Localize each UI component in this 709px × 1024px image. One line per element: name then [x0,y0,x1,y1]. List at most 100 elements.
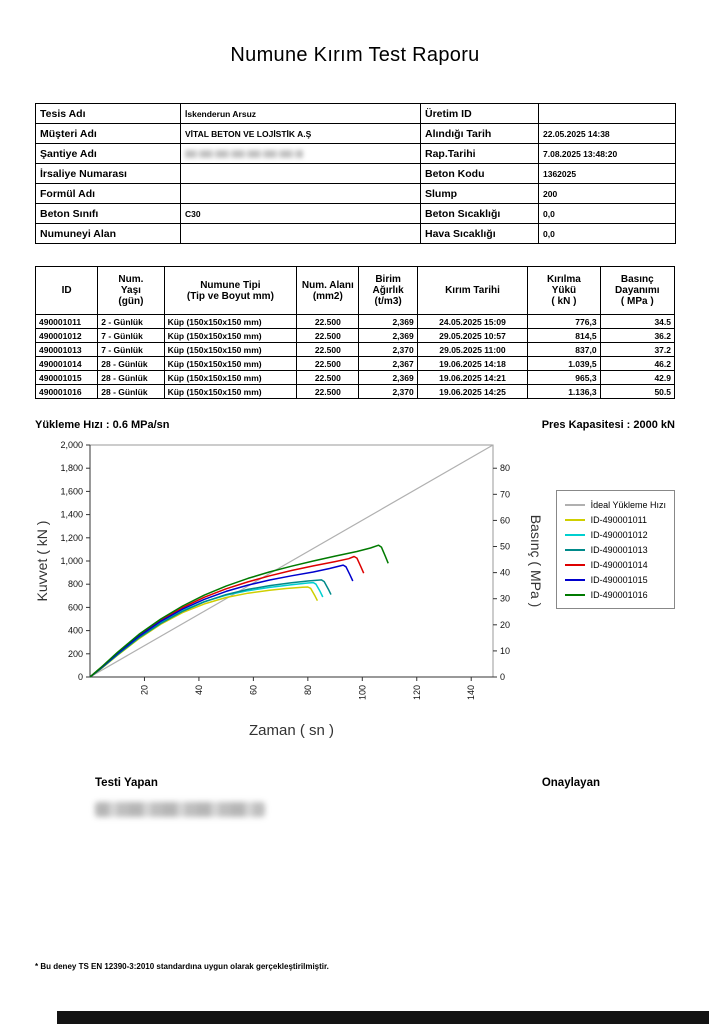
table-cell: 42.9 [599,370,676,385]
table-cell: Küp (150x150x150 mm) [163,342,298,357]
chart-legend: İdeal Yükleme Hızı ID-490001011 ID-4900010… [555,490,675,609]
press-capacity-value: 2000 kN [633,419,675,431]
info-row: Tesis Adı İskenderun Arsuz Üretim ID [35,103,676,124]
y2-tick-label: 0 [500,672,505,682]
info-value [180,143,421,164]
info-row: Müşteri Adı VİTAL BETON VE LOJİSTİK A.Ş Al… [35,123,676,144]
info-table: Tesis Adı İskenderun Arsuz Üretim ID Müşter… [35,103,676,244]
footnote: * Bu deney TS EN 12390-3:2010 standardın… [35,962,329,971]
legend-line-swatch [564,548,585,551]
chart: 0 200 400 600 800 1,000 1,200 1,400 1,600 1,800 2,… [35,435,675,747]
y-tick-label: 800 [68,579,83,589]
x-axis-title: Zaman ( sn ) [249,722,334,739]
info-value: İskenderun Arsuz [180,103,421,124]
info-row: Beton Sınıfı C30 Beton Sıcaklığı 0,0 [35,203,676,224]
table-cell: 37.2 [599,342,676,357]
table-cell: 24.05.2025 15:09 [416,314,529,329]
y2-tick-label: 70 [500,489,510,499]
table-cell: 490001011 [34,314,99,329]
legend-line-swatch [564,503,585,506]
legend-item: ID-490001016 [564,587,666,602]
legend-line-swatch [564,578,585,581]
x-tick-label: 120 [412,685,422,700]
x-tick-label: 20 [139,685,149,695]
y2-tick-label: 50 [500,542,510,552]
redacted-text [185,150,303,159]
table-row: 490001014 28 - Günlük Küp (150x150x150 mm)… [34,356,676,371]
table-cell: 2,369 [358,314,418,329]
y-tick-label: 200 [68,649,83,659]
info-value: VİTAL BETON VE LOJİSTİK A.Ş [180,123,421,144]
table-cell: 7 - Günlük [97,342,165,357]
table-cell: 19.06.2025 14:18 [416,356,529,371]
load-time-chart: 02004006008001,0001,2001,4001,6001,8002,… [35,440,544,739]
info-value: 0,0 [538,203,676,224]
y2-tick-label: 10 [500,646,510,656]
table-cell: Küp (150x150x150 mm) [163,370,298,385]
table-cell: 2,367 [358,356,418,371]
bottom-bar [57,1011,709,1024]
x-tick-label: 40 [194,685,204,695]
legend-item: ID-490001014 [564,557,666,572]
column-header: Birim Ağırlık (t/m3) [358,266,418,315]
table-cell: 19.06.2025 14:25 [416,384,529,399]
y-axis-left-title: Kuvvet ( kN ) [35,521,50,602]
table-cell: 490001015 [34,370,99,385]
info-label: Üretim ID [420,103,539,124]
legend-label: ID-490001012 [590,529,648,540]
legend-item: ID-490001011 [564,512,666,527]
y-tick-label: 600 [68,602,83,612]
info-value: 22.05.2025 14:38 [538,123,676,144]
legend-line-swatch [564,518,585,521]
ideal-loading-line [89,444,494,678]
legend-line-swatch [564,533,585,536]
legend-label: ID-490001016 [590,589,648,600]
table-cell: 29.05.2025 11:00 [416,342,529,357]
info-label: Rap.Tarihi [420,143,539,164]
loading-rate-value: 0.6 MPa/sn [112,419,170,431]
y-tick-label: 400 [68,626,83,636]
info-label: Hava Sıcaklığı [420,223,539,244]
y-tick-label: 0 [78,672,83,682]
table-cell: 490001016 [34,384,99,399]
table-cell: 490001012 [34,328,99,343]
info-value: 200 [538,183,676,204]
table-row: 490001013 7 - Günlük Küp (150x150x150 mm) 2… [34,342,676,357]
table-row: 490001012 7 - Günlük Küp (150x150x150 mm) 2… [34,328,676,343]
column-header: Kırılma Yükü ( kN ) [527,266,601,315]
signature-redacted [95,802,265,817]
info-label: Beton Kodu [420,163,539,184]
table-cell: 490001013 [34,342,99,357]
y2-tick-label: 30 [500,594,510,604]
x-tick-label: 140 [466,685,476,700]
info-value: 1362025 [538,163,676,184]
column-header: Kırım Tarihi [416,266,529,315]
info-label: İrsaliye Numarası [35,163,181,184]
approver-label: Onaylayan [541,777,600,789]
info-row: Şantiye Adı Rap.Tarihi 7.08.2025 13:48:20 [35,143,676,164]
table-cell: 22.500 [296,370,360,385]
table-cell: 28 - Günlük [97,384,165,399]
report-content: Numune Kırım Test Raporu Tesis Adı İskend… [34,44,676,789]
y2-tick-label: 20 [500,620,510,630]
info-label: Tesis Adı [35,103,181,124]
legend-item: ID-490001013 [564,542,666,557]
column-header: Numune Tipi (Tip ve Boyut mm) [163,266,298,315]
x-tick-label: 100 [357,685,367,700]
table-cell: 36.2 [599,328,676,343]
table-cell: Küp (150x150x150 mm) [163,356,298,371]
info-label: Müşteri Adı [35,123,181,144]
y-tick-label: 1,600 [60,486,83,496]
table-cell: 7 - Günlük [97,328,165,343]
info-row: Numuneyi Alan Hava Sıcaklığı 0,0 [35,223,676,244]
y-axis-right-title: Basınç ( MPa ) [528,515,544,608]
table-cell: 965,3 [527,370,601,385]
x-tick-label: 60 [248,685,258,695]
info-row: İrsaliye Numarası Beton Kodu 1362025 [35,163,676,184]
table-cell: 34.5 [599,314,676,329]
table-cell: 22.500 [296,384,360,399]
legend-label: ID-490001015 [590,574,648,585]
info-value: 7.08.2025 13:48:20 [538,143,676,164]
info-value: C30 [180,203,421,224]
